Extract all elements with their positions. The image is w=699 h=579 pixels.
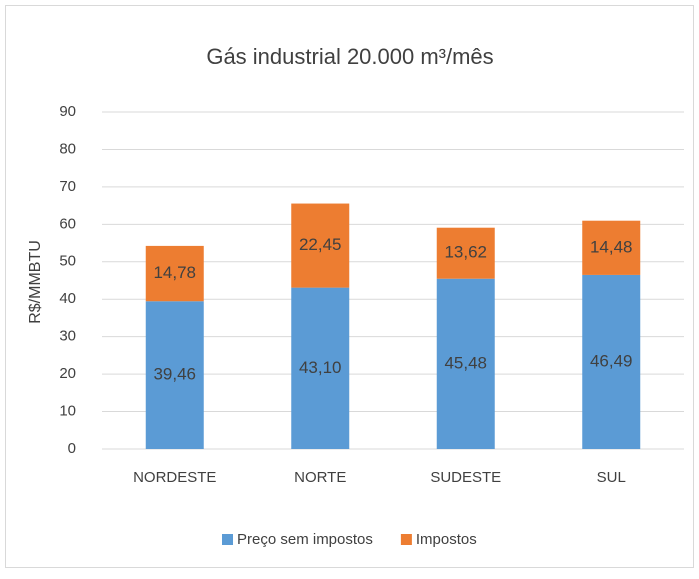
y-tick-label: 40 — [59, 290, 76, 307]
data-label: 14,48 — [590, 237, 633, 256]
bar-segment — [436, 278, 495, 449]
chart-title: Gás industrial 20.000 m³/mês — [206, 44, 493, 69]
bar-segment — [145, 245, 204, 302]
legend-swatch — [400, 534, 412, 545]
data-label: 22,45 — [299, 235, 342, 254]
bar-segment — [582, 274, 641, 449]
legend-label: Preço sem impostos — [237, 531, 373, 548]
y-tick-label: 30 — [59, 328, 76, 345]
data-label: 43,10 — [299, 358, 342, 377]
bar-segment — [582, 220, 641, 275]
x-tick-label: NORDESTE — [133, 469, 216, 486]
y-tick-label: 0 — [68, 440, 76, 457]
y-tick-label: 60 — [59, 215, 76, 232]
y-tick-label: 70 — [59, 178, 76, 195]
chart-border — [5, 5, 694, 568]
legend-label: Impostos — [416, 531, 477, 548]
y-tick-label: 20 — [59, 365, 76, 382]
x-tick-label: SUDESTE — [430, 469, 501, 486]
data-label: 14,78 — [153, 263, 196, 282]
data-label: 13,62 — [444, 243, 487, 262]
bar-segment — [291, 287, 350, 449]
legend-swatch — [222, 534, 233, 545]
data-label: 46,49 — [590, 351, 633, 370]
y-axis-label: R$/MMBTU — [27, 240, 44, 324]
data-label: 39,46 — [153, 365, 196, 384]
x-tick-label: NORTE — [294, 469, 346, 486]
x-tick-label: SUL — [597, 469, 626, 486]
y-tick-label: 50 — [59, 253, 76, 270]
bar-segment — [145, 301, 204, 449]
data-label: 45,48 — [444, 353, 487, 372]
y-tick-label: 10 — [59, 403, 76, 420]
bar-segment — [291, 203, 350, 288]
bar-segment — [436, 227, 495, 279]
y-tick-label: 90 — [59, 103, 76, 120]
y-tick-label: 80 — [59, 140, 76, 157]
